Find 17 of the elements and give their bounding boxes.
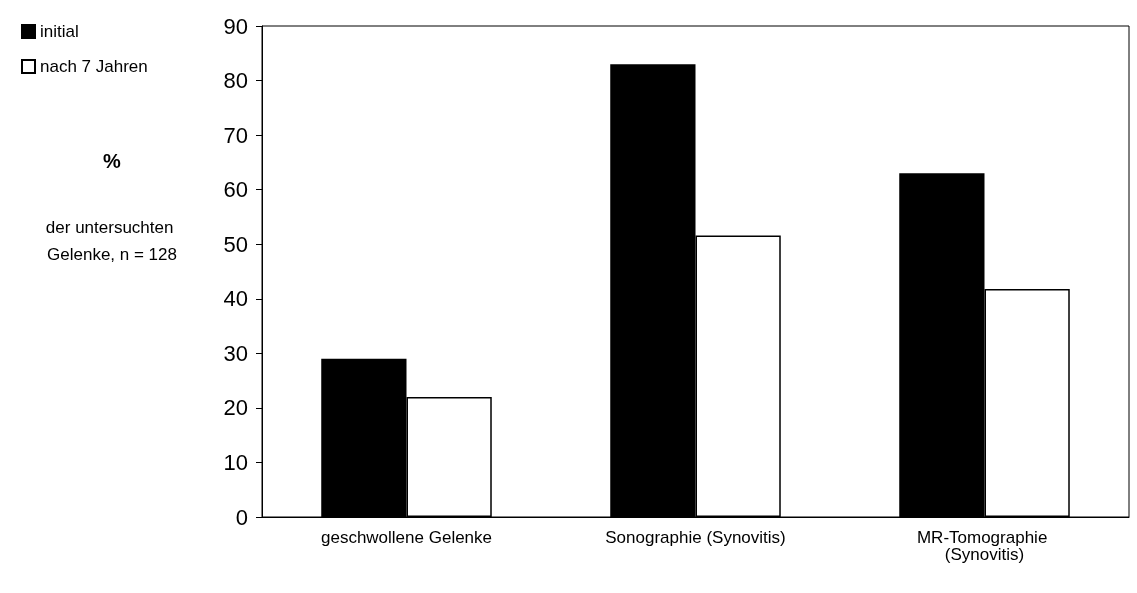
y-tick-label: 60 [223, 177, 248, 203]
y-tick-label: 80 [223, 68, 248, 94]
y-tick-label: 20 [223, 395, 248, 421]
y-tick-label: 10 [223, 449, 248, 475]
legend-label: nach 7 Jahren [40, 57, 148, 76]
y-tick-label: 70 [223, 122, 248, 148]
text: % [103, 149, 122, 172]
y-tick-label: 90 [223, 13, 248, 39]
text: der untersuchten Gelenke, n = 128 [45, 218, 179, 264]
legend-label: initial [40, 22, 79, 41]
y-tick-label: 40 [223, 286, 248, 312]
y-tick-label: 0 [235, 504, 248, 530]
y-tick-label: 50 [223, 231, 248, 257]
y-tick-label: 30 [223, 340, 248, 366]
x-tick-label: Sonographie (Synovitis) [605, 528, 786, 547]
x-tick-label: geschwollene Gelenke [320, 528, 493, 547]
x-tick-label: MR-Tomographie (Synovitis) [916, 528, 1053, 564]
